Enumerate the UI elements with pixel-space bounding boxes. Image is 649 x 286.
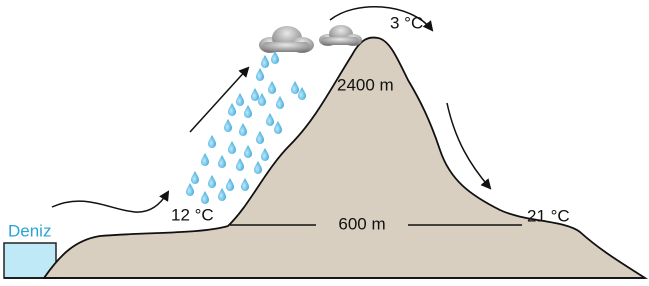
temp-label: 12 °C xyxy=(171,205,214,224)
cloud xyxy=(259,26,314,53)
cloud xyxy=(319,25,362,46)
temp-label: 3 °C xyxy=(390,13,423,32)
sea-label: Deniz xyxy=(8,221,51,240)
temp-label: 21 °C xyxy=(527,206,570,225)
height-label: 2400 m xyxy=(337,75,394,94)
diagram: Deniz 12 °C 600 m 21 °C 3 °C 2400 m xyxy=(0,0,649,286)
height-label: 600 m xyxy=(338,214,385,233)
mountain xyxy=(44,38,645,278)
wind-arrow xyxy=(52,192,168,212)
